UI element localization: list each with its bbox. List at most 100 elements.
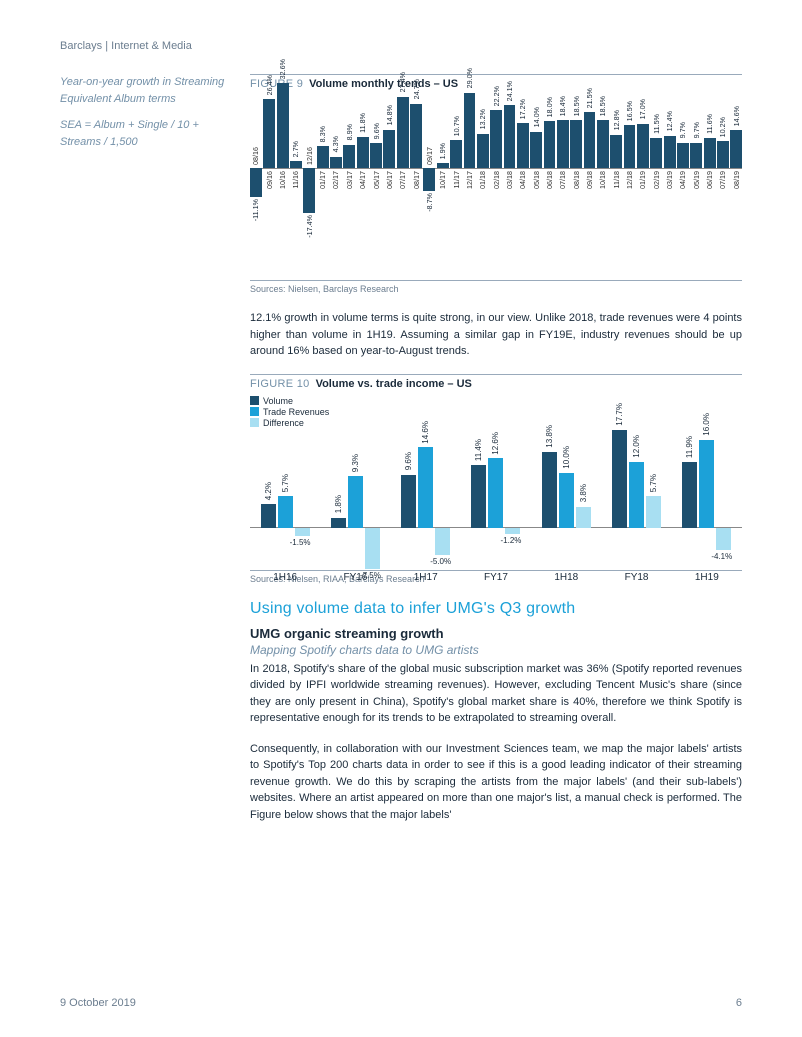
bar-category-label: 08/17 — [412, 171, 421, 189]
main-column: FIGURE 9 Volume monthly trends – US -11.… — [250, 74, 742, 837]
bar-col: 8.3%01/17 — [317, 96, 329, 276]
gbar — [261, 504, 276, 527]
group-category-label: FY17 — [471, 572, 520, 583]
bar-col: 2.7%11/16 — [290, 96, 302, 276]
bar-rect — [584, 112, 596, 168]
bar-col: 1.9%10/17 — [437, 96, 449, 276]
body-para-3: Consequently, in collaboration with our … — [250, 741, 742, 824]
bar-value-label: 11.6% — [705, 114, 714, 134]
group-category-label: FY16 — [331, 572, 380, 583]
gbar-wrap: -7.5% — [365, 396, 380, 528]
bar-rect — [650, 138, 662, 168]
bar-category-label: 04/19 — [678, 171, 687, 189]
gbar — [331, 518, 346, 528]
bar-rect — [570, 120, 582, 168]
bar-value-label: 17.2% — [518, 99, 527, 119]
content-grid: Year-on-year growth in Streaming Equival… — [60, 74, 742, 837]
bar-col: 29.0%12/17 — [464, 96, 476, 276]
bar-col: 10.2%07/19 — [717, 96, 729, 276]
gbar-wrap: -4.1% — [716, 396, 731, 528]
gbar-wrap: 11.9% — [682, 396, 697, 528]
bar-value-label: 24.7% — [412, 79, 421, 99]
figure-9-sources: Sources: Nielsen, Barclays Research — [250, 280, 742, 294]
bar-col: 17.2% 04/18 — [517, 96, 529, 276]
gbar — [418, 447, 433, 527]
bar-value-label: 18.0% — [545, 97, 554, 117]
bar-value-label: 8.3% — [318, 126, 327, 142]
bar-rect — [330, 157, 342, 168]
bar-rect — [730, 130, 742, 168]
gbar-value-label: 9.3% — [351, 454, 360, 472]
chart-monthly-trends: -11.1%08/1626.4%09/1632.6%10/162.7%11/16… — [250, 96, 742, 276]
bar-category-label: 05/17 — [372, 171, 381, 189]
gbar-value-label: 3.8% — [579, 484, 588, 502]
bar-rect — [370, 143, 382, 168]
bar-rect — [437, 163, 449, 168]
bar-value-label: 17.0% — [638, 99, 647, 119]
bar-category-label: 03/18 — [505, 171, 514, 189]
body-para-2: In 2018, Spotify's share of the global m… — [250, 661, 742, 727]
bar-category-label: 04/18 — [518, 171, 527, 189]
bar-rect — [610, 135, 622, 168]
bar-category-label: 12/16 — [305, 147, 314, 165]
gbar — [505, 528, 520, 535]
bar-category-label: 09/16 — [265, 171, 274, 189]
bar-value-label: 9.6% — [372, 123, 381, 139]
gbar-value-label: 1.8% — [334, 495, 343, 513]
bar-category-label: 07/18 — [558, 171, 567, 189]
gbar — [699, 440, 714, 528]
bar-value-label: -11.1% — [251, 199, 260, 221]
gbar — [646, 496, 661, 527]
bar-rect — [290, 161, 302, 168]
bar-rect — [477, 134, 489, 168]
bar-value-label: -8.7% — [425, 193, 434, 212]
bar-col: 18.5%08/18 — [570, 96, 582, 276]
gbar — [559, 473, 574, 528]
bar-col: 18.4%07/18 — [557, 96, 569, 276]
bar-col: 21.5%09/18 — [584, 96, 596, 276]
bar-col: 11.8%04/17 — [357, 96, 369, 276]
bar-category-label: 10/18 — [598, 171, 607, 189]
bar-col: 9.6% 05/17 — [370, 96, 382, 276]
bar-rect — [637, 124, 649, 168]
bar-category-label: 05/19 — [692, 171, 701, 189]
gbar-wrap: 9.3% — [348, 396, 363, 528]
figure-10: FIGURE 10 Volume vs. trade income – US V… — [250, 374, 742, 584]
bar-category-label: 05/18 — [532, 171, 541, 189]
bar-value-label: 21.5% — [585, 88, 594, 108]
bar-category-label: 08/18 — [572, 171, 581, 189]
groups-row: 4.2%5.7%-1.5%1H161.8%9.3%-7.5%FY169.6%14… — [250, 396, 742, 528]
gbar — [629, 462, 644, 528]
bar-rect — [557, 120, 569, 168]
bar-col: -17.4%12/16 — [303, 96, 315, 276]
gbar-wrap: 13.8% — [542, 396, 557, 528]
section-heading: Using volume data to infer UMG's Q3 grow… — [250, 600, 742, 618]
bar-category-label: 07/19 — [718, 171, 727, 189]
bars-row: -11.1%08/1626.4%09/1632.6%10/162.7%11/16… — [250, 96, 742, 276]
bar-category-label: 02/19 — [652, 171, 661, 189]
bar-col: 14.0%05/18 — [530, 96, 542, 276]
gbar — [576, 507, 591, 528]
bar-category-label: 03/17 — [345, 171, 354, 189]
bar-value-label: 13.2% — [478, 109, 487, 129]
bar-rect — [410, 104, 422, 168]
bar-value-label: 8.9% — [345, 124, 354, 140]
bar-rect — [397, 97, 409, 168]
bar-category-label: 07/17 — [398, 171, 407, 189]
gbar — [471, 465, 486, 528]
bar-category-label: 10/16 — [278, 171, 287, 189]
gbar-wrap: 16.0% — [699, 396, 714, 528]
bar-rect — [597, 120, 609, 168]
bar-col: 26.4%09/16 — [263, 96, 275, 276]
gbar-wrap: 5.7% — [278, 396, 293, 528]
group-category-label: FY18 — [612, 572, 661, 583]
group-category-label: 1H19 — [682, 572, 731, 583]
bar-value-label: 14.6% — [732, 106, 741, 126]
gbar — [348, 476, 363, 527]
bar-value-label: 32.6% — [278, 59, 287, 79]
bar-rect — [517, 123, 529, 168]
bar-col: 8.9% 03/17 — [343, 96, 355, 276]
sub-heading: UMG organic streaming growth — [250, 626, 742, 641]
bar-value-label: 14.8% — [385, 105, 394, 125]
bar-col: 16.5%12/18 — [624, 96, 636, 276]
